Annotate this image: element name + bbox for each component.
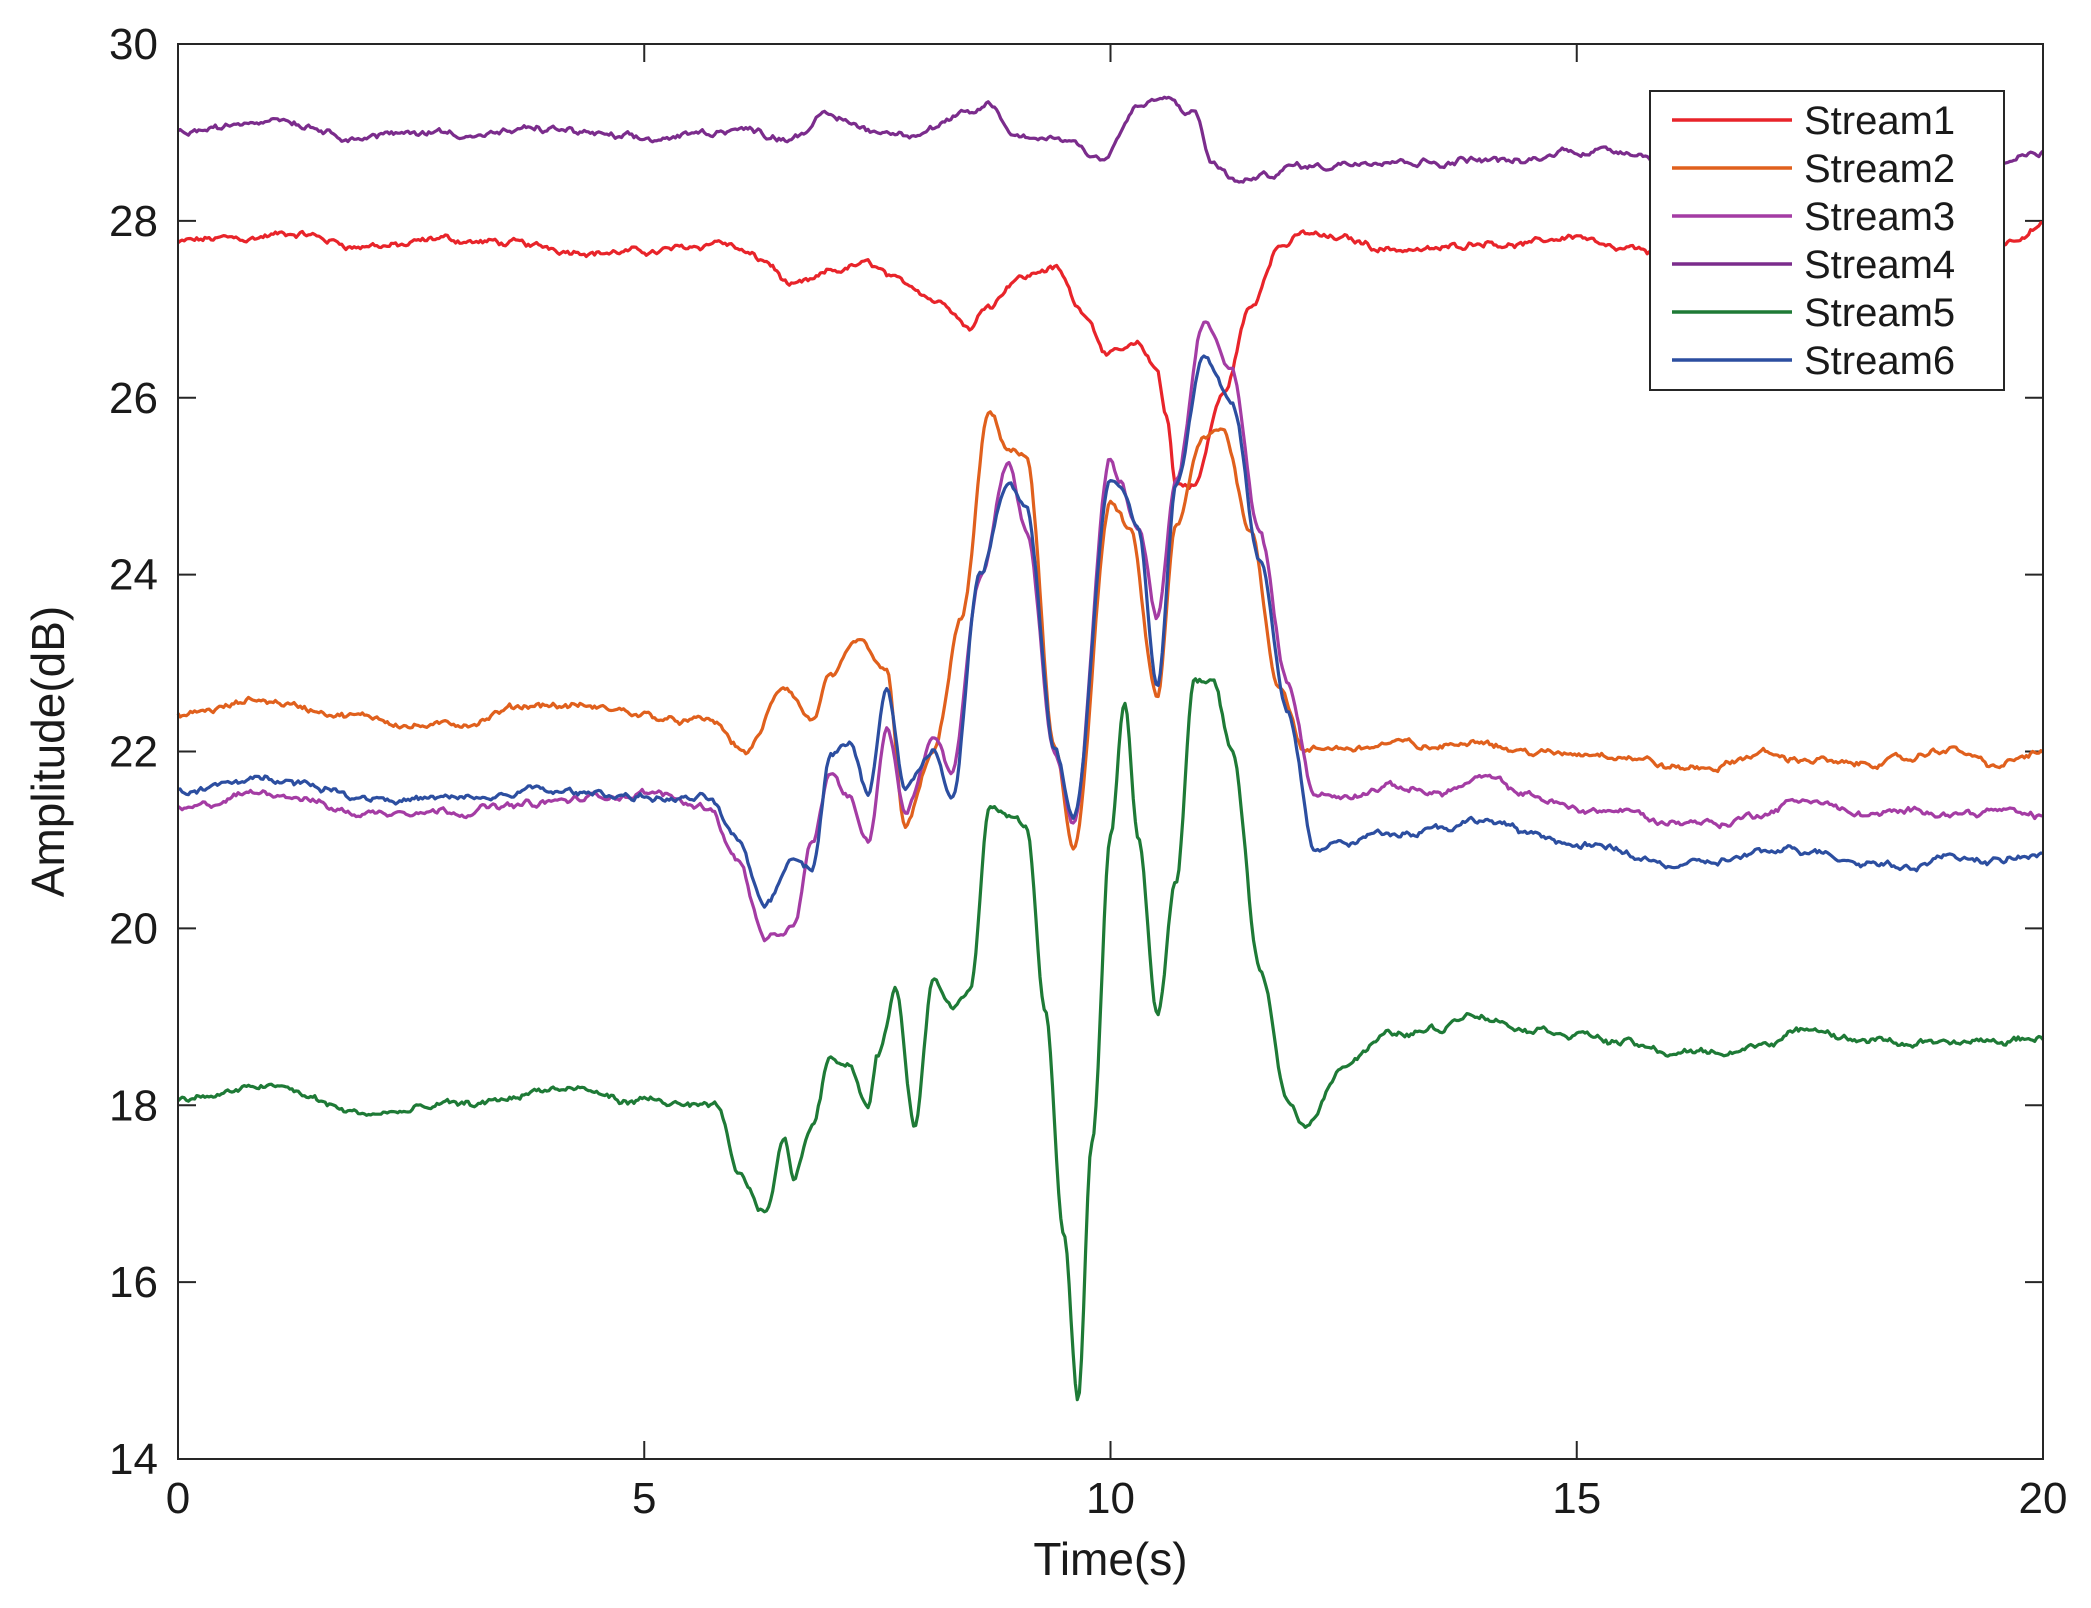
legend-label: Stream6 — [1804, 339, 1955, 383]
y-tick-label: 24 — [109, 551, 158, 600]
x-tick-label: 15 — [1552, 1474, 1601, 1523]
legend-label: Stream1 — [1804, 99, 1955, 143]
legend: Stream1Stream2Stream3Stream4Stream5Strea… — [1649, 90, 2005, 391]
y-tick-label: 26 — [109, 374, 158, 423]
y-tick-label: 18 — [109, 1081, 158, 1130]
series-line-stream3 — [177, 320, 2044, 943]
y-tick-label: 28 — [109, 197, 158, 246]
legend-label: Stream3 — [1804, 195, 1955, 239]
y-tick-label: 14 — [109, 1435, 158, 1484]
x-tick-label: 20 — [2019, 1474, 2068, 1523]
y-tick-label: 30 — [109, 20, 158, 69]
plot-frame — [177, 43, 2044, 1460]
series-line-stream5 — [176, 677, 2045, 1402]
series-line-stream2 — [176, 410, 2044, 851]
y-tick-label: 16 — [109, 1258, 158, 1307]
legend-label: Stream2 — [1804, 147, 1955, 191]
legend-label: Stream4 — [1804, 243, 1955, 287]
x-tick-label: 0 — [166, 1474, 190, 1523]
legend-box — [1649, 90, 2005, 391]
x-tick-label: 5 — [632, 1474, 656, 1523]
y-tick-label: 22 — [109, 728, 158, 777]
x-tick-label: 10 — [1086, 1474, 1135, 1523]
y-tick-label: 20 — [109, 904, 158, 953]
series-line-stream6 — [177, 354, 2044, 909]
y-axis-label: Amplitude(dB) — [22, 606, 74, 897]
x-axis-label: Time(s) — [1033, 1533, 1187, 1585]
tick-labels: 0 5 10 15 20 14 16 18 20 22 24 26 28 30 — [109, 20, 2067, 1523]
legend-label: Stream5 — [1804, 291, 1955, 335]
